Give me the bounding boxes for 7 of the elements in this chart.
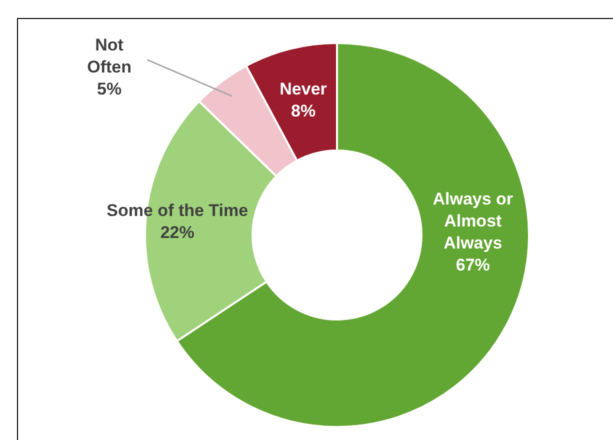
data-label: 67% <box>456 256 490 275</box>
data-label: 8% <box>290 102 316 121</box>
slice-label: Not Often <box>87 35 132 76</box>
data-label: 22% <box>160 222 194 242</box>
slice-label: Never <box>280 80 328 99</box>
slice-label: Always or Almost Always <box>432 190 514 253</box>
data-label: 5% <box>97 79 122 98</box>
